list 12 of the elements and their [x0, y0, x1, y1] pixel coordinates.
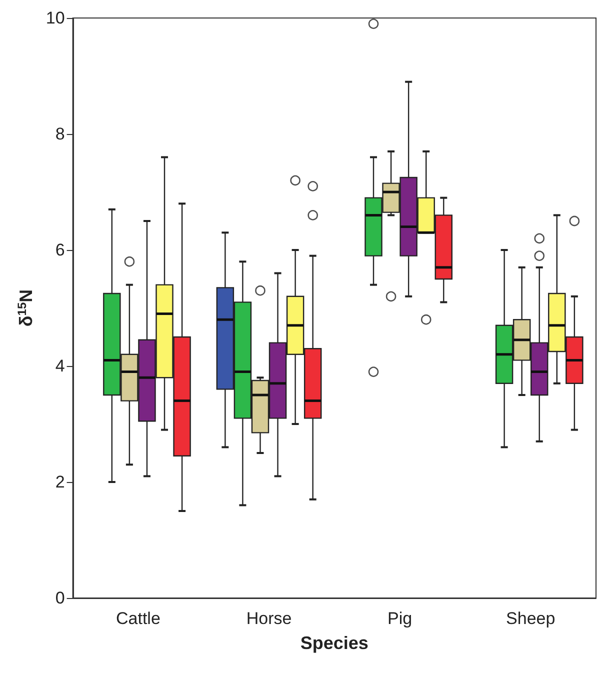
- y-tick-label: 4: [55, 356, 65, 376]
- y-tick-label: 0: [55, 588, 65, 608]
- x-tick-label: Sheep: [506, 609, 556, 628]
- y-tick-label: 10: [46, 8, 65, 28]
- y-axis-title: δ15N: [15, 289, 36, 327]
- x-tick-label: Pig: [388, 609, 412, 628]
- y-tick-label: 2: [55, 472, 65, 492]
- x-tick-label: Cattle: [116, 609, 160, 628]
- x-tick-label: Horse: [246, 609, 292, 628]
- y-tick-label: 8: [55, 124, 65, 144]
- x-axis-title: Species: [300, 633, 368, 653]
- y-tick-label: 6: [55, 240, 65, 260]
